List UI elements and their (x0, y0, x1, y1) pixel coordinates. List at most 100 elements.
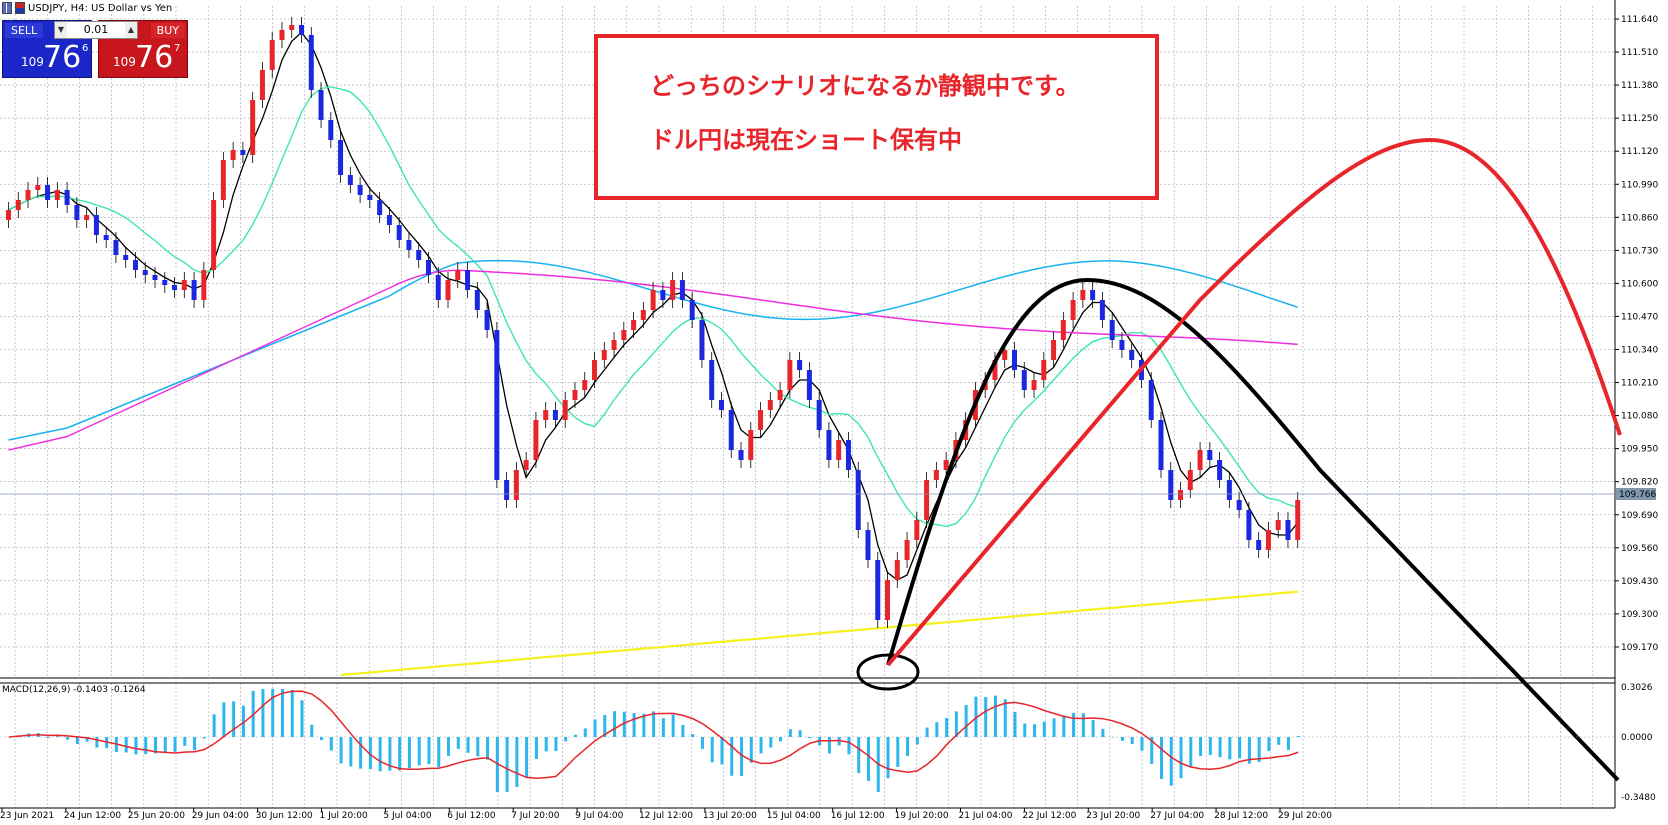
macd-bar (534, 737, 538, 759)
macd-bar (417, 737, 421, 766)
macd-bar (847, 737, 851, 755)
candle (1080, 290, 1086, 300)
candle (367, 195, 373, 200)
time-tick-label: 15 Jul 04:00 (767, 811, 821, 821)
price-tick-label: 110.340 (1621, 346, 1658, 356)
macd-bar (1179, 737, 1183, 779)
macd-bar (398, 737, 402, 771)
ma-mid-line (8, 86, 1298, 528)
candle (513, 470, 519, 500)
candle (172, 285, 178, 290)
macd-bar (544, 737, 548, 752)
candle (1187, 470, 1193, 490)
macd-bar (261, 689, 265, 737)
one-click-trading-panel: SELL 109 76 6 ▼ 0.01 ▲ BUY 109 76 7 (2, 20, 188, 78)
candle (875, 560, 881, 620)
candle (777, 390, 783, 400)
macd-bar (974, 696, 978, 737)
macd-bar (1130, 737, 1134, 744)
candle (64, 190, 70, 205)
macd-bar (945, 717, 949, 737)
candle (933, 470, 939, 480)
price-tick-label: 110.600 (1621, 279, 1658, 289)
lot-increase-icon[interactable]: ▲ (125, 22, 137, 38)
candle (728, 410, 734, 450)
candle (924, 480, 930, 520)
macd-bar (964, 704, 968, 737)
macd-bar (632, 713, 636, 737)
candle (943, 460, 949, 470)
time-tick-label: 28 Jul 12:00 (1214, 811, 1268, 821)
price-tick-label: 111.250 (1621, 114, 1658, 124)
time-tick-label: 5 Jul 04:00 (383, 811, 432, 821)
macd-bar (1003, 699, 1007, 737)
macd-bar (954, 711, 958, 737)
lot-size-input[interactable]: ▼ 0.01 ▲ (54, 21, 138, 39)
macd-bar (1033, 724, 1037, 737)
candle (885, 580, 891, 620)
macd-bar (144, 737, 148, 755)
candle (54, 190, 60, 200)
candle (445, 280, 451, 300)
time-tick-label: 19 Jul 20:00 (895, 811, 949, 821)
macd-bar (710, 737, 714, 763)
candle (181, 280, 187, 290)
bottom-circle-annotation (856, 653, 920, 691)
macd-bar (573, 734, 577, 737)
macd-pane: MACD(12,26,9) -0.1403 -0.1264 0.3026 0.000… (0, 683, 1656, 803)
macd-bar (427, 737, 431, 765)
macd-bar (193, 737, 197, 751)
time-tick-label: 7 Jul 20:00 (511, 811, 560, 821)
time-tick-label: 9 Jul 04:00 (575, 811, 624, 821)
candle (162, 280, 168, 285)
macd-bar (1150, 737, 1154, 764)
macd-bar (466, 737, 470, 753)
candle (45, 185, 51, 200)
candle (386, 215, 392, 225)
lot-decrease-icon[interactable]: ▼ (55, 22, 67, 38)
macd-bar (505, 737, 509, 792)
candle (767, 400, 773, 410)
candle (1148, 380, 1154, 420)
candle (240, 150, 246, 155)
candle (533, 420, 539, 460)
candle (406, 240, 412, 250)
time-tick-label: 29 Jul 20:00 (1278, 811, 1332, 821)
time-tick-label: 21 Jul 04:00 (959, 811, 1013, 821)
macd-bar (691, 734, 695, 737)
candle (123, 255, 129, 260)
candle (1011, 350, 1017, 370)
candle (1246, 510, 1252, 540)
candlesticks (6, 17, 1301, 628)
macd-bar (886, 737, 890, 779)
candle (191, 280, 197, 300)
macd-bar (866, 737, 870, 781)
candle (220, 160, 226, 200)
price-tick-label: 109.820 (1621, 478, 1658, 488)
buy-price-big: 76 (135, 40, 174, 75)
macd-bar (554, 737, 558, 751)
macd-bar (1101, 728, 1105, 737)
macd-bar (368, 737, 372, 770)
candle (1090, 290, 1096, 300)
macd-bar (1052, 718, 1056, 737)
macd-bar (232, 701, 236, 737)
candle (357, 185, 363, 195)
macd-bar (1091, 720, 1095, 737)
candle (709, 360, 715, 400)
candle (113, 240, 119, 255)
candle (1217, 460, 1223, 480)
candle (103, 235, 109, 240)
macd-bar (173, 737, 177, 752)
time-tick-label: 29 Jun 04:00 (192, 811, 249, 821)
sell-price-sup: 6 (82, 43, 89, 54)
candle (601, 350, 607, 360)
candle (1178, 490, 1184, 500)
macd-bar (1042, 721, 1046, 737)
candle (1158, 420, 1164, 470)
candle (748, 430, 754, 460)
macd-bar (310, 724, 314, 737)
macd-bar (1120, 737, 1124, 741)
candle (592, 360, 598, 380)
